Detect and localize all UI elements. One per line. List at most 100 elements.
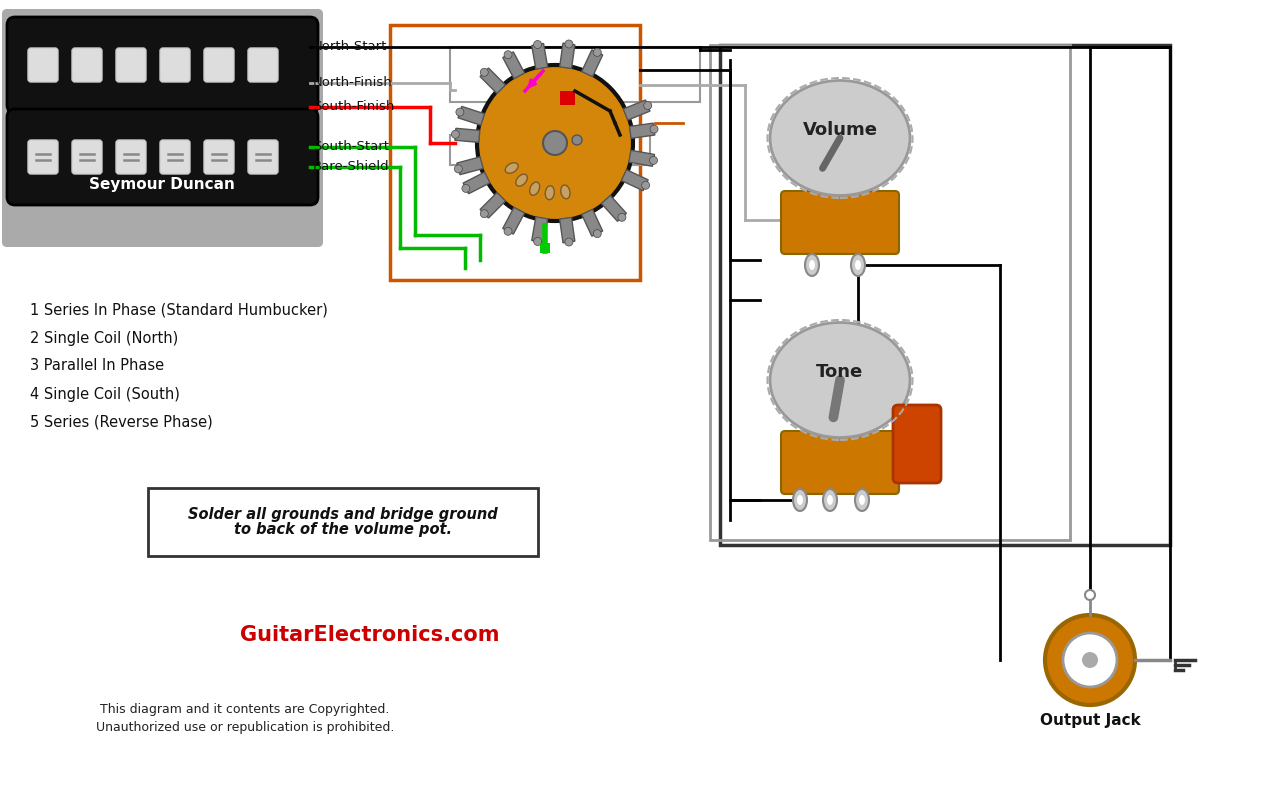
Text: Solder all grounds and bridge ground: Solder all grounds and bridge ground bbox=[188, 507, 498, 522]
Ellipse shape bbox=[827, 495, 833, 505]
Circle shape bbox=[480, 68, 488, 76]
Circle shape bbox=[1062, 633, 1117, 687]
Ellipse shape bbox=[809, 260, 815, 270]
FancyBboxPatch shape bbox=[6, 109, 317, 205]
Polygon shape bbox=[621, 169, 648, 191]
Polygon shape bbox=[581, 209, 603, 236]
Bar bbox=[710, 45, 1070, 540]
Ellipse shape bbox=[797, 495, 803, 505]
Circle shape bbox=[650, 125, 658, 133]
FancyBboxPatch shape bbox=[3, 9, 323, 247]
FancyBboxPatch shape bbox=[781, 431, 899, 494]
Ellipse shape bbox=[855, 260, 861, 270]
FancyBboxPatch shape bbox=[6, 17, 317, 113]
Ellipse shape bbox=[771, 80, 910, 195]
Text: 3 Parallel In Phase: 3 Parallel In Phase bbox=[29, 358, 164, 374]
FancyBboxPatch shape bbox=[72, 48, 102, 82]
FancyBboxPatch shape bbox=[781, 191, 899, 254]
Polygon shape bbox=[503, 52, 525, 79]
Bar bbox=[148, 488, 538, 556]
Ellipse shape bbox=[516, 174, 527, 187]
Circle shape bbox=[593, 230, 602, 238]
Circle shape bbox=[504, 51, 512, 58]
Circle shape bbox=[456, 108, 463, 116]
Text: North-Finish: North-Finish bbox=[314, 76, 393, 89]
Text: Unauthorized use or republication is prohibited.: Unauthorized use or republication is pro… bbox=[96, 722, 394, 735]
Circle shape bbox=[477, 65, 634, 221]
Text: 5 Series (Reverse Phase): 5 Series (Reverse Phase) bbox=[29, 414, 212, 430]
Circle shape bbox=[454, 165, 462, 173]
Polygon shape bbox=[559, 43, 575, 69]
FancyBboxPatch shape bbox=[204, 48, 234, 82]
Text: Output Jack: Output Jack bbox=[1039, 713, 1140, 727]
Polygon shape bbox=[463, 172, 490, 194]
Polygon shape bbox=[531, 44, 548, 69]
Text: 4 Single Coil (South): 4 Single Coil (South) bbox=[29, 387, 180, 401]
Bar bbox=[451, 135, 650, 165]
Text: GuitarElectronics.com: GuitarElectronics.com bbox=[241, 625, 499, 645]
Circle shape bbox=[564, 238, 573, 246]
FancyBboxPatch shape bbox=[116, 48, 146, 82]
Ellipse shape bbox=[805, 254, 819, 276]
Text: 2 Single Coil (North): 2 Single Coil (North) bbox=[29, 331, 178, 345]
Polygon shape bbox=[602, 195, 626, 221]
Ellipse shape bbox=[561, 185, 570, 199]
Polygon shape bbox=[480, 192, 506, 218]
FancyBboxPatch shape bbox=[160, 48, 189, 82]
Polygon shape bbox=[503, 208, 525, 234]
Circle shape bbox=[641, 182, 650, 189]
Polygon shape bbox=[480, 68, 506, 93]
Text: South-Start: South-Start bbox=[314, 140, 389, 153]
Circle shape bbox=[1082, 652, 1098, 668]
Polygon shape bbox=[628, 150, 654, 166]
Circle shape bbox=[504, 227, 512, 235]
Circle shape bbox=[618, 213, 626, 221]
Circle shape bbox=[543, 131, 567, 155]
Polygon shape bbox=[458, 106, 485, 125]
FancyBboxPatch shape bbox=[204, 140, 234, 174]
FancyBboxPatch shape bbox=[116, 140, 146, 174]
Polygon shape bbox=[454, 128, 480, 143]
Polygon shape bbox=[457, 157, 483, 174]
Ellipse shape bbox=[771, 323, 910, 437]
Circle shape bbox=[644, 101, 652, 109]
Bar bbox=[561, 91, 575, 105]
Bar bbox=[390, 25, 640, 280]
Circle shape bbox=[649, 157, 658, 165]
Text: South-Finish: South-Finish bbox=[314, 101, 394, 114]
Ellipse shape bbox=[851, 254, 865, 276]
Ellipse shape bbox=[530, 182, 540, 195]
Circle shape bbox=[1085, 590, 1094, 600]
Bar bbox=[540, 243, 550, 253]
Ellipse shape bbox=[859, 495, 865, 505]
FancyBboxPatch shape bbox=[28, 48, 58, 82]
Circle shape bbox=[572, 135, 582, 145]
Polygon shape bbox=[623, 100, 650, 120]
Text: Tone: Tone bbox=[817, 363, 864, 381]
Text: This diagram and it contents are Copyrighted.: This diagram and it contents are Copyrig… bbox=[100, 703, 389, 716]
Polygon shape bbox=[559, 217, 575, 242]
FancyBboxPatch shape bbox=[248, 48, 278, 82]
Polygon shape bbox=[630, 123, 655, 139]
Polygon shape bbox=[581, 49, 603, 77]
FancyBboxPatch shape bbox=[248, 140, 278, 174]
Bar bbox=[719, 45, 1170, 545]
Text: North-Start: North-Start bbox=[314, 41, 388, 54]
Polygon shape bbox=[531, 217, 548, 242]
Ellipse shape bbox=[855, 489, 869, 511]
FancyBboxPatch shape bbox=[893, 405, 941, 483]
Bar bbox=[451, 47, 700, 102]
FancyBboxPatch shape bbox=[72, 140, 102, 174]
Text: Bare-Shield: Bare-Shield bbox=[314, 161, 389, 174]
Ellipse shape bbox=[545, 186, 554, 200]
Ellipse shape bbox=[794, 489, 806, 511]
Text: to back of the volume pot.: to back of the volume pot. bbox=[234, 522, 452, 537]
FancyBboxPatch shape bbox=[28, 140, 58, 174]
Text: Volume: Volume bbox=[803, 121, 878, 139]
Ellipse shape bbox=[823, 489, 837, 511]
Circle shape bbox=[593, 49, 602, 57]
FancyBboxPatch shape bbox=[160, 140, 189, 174]
Circle shape bbox=[564, 40, 573, 48]
Circle shape bbox=[534, 238, 541, 246]
Circle shape bbox=[452, 131, 460, 139]
